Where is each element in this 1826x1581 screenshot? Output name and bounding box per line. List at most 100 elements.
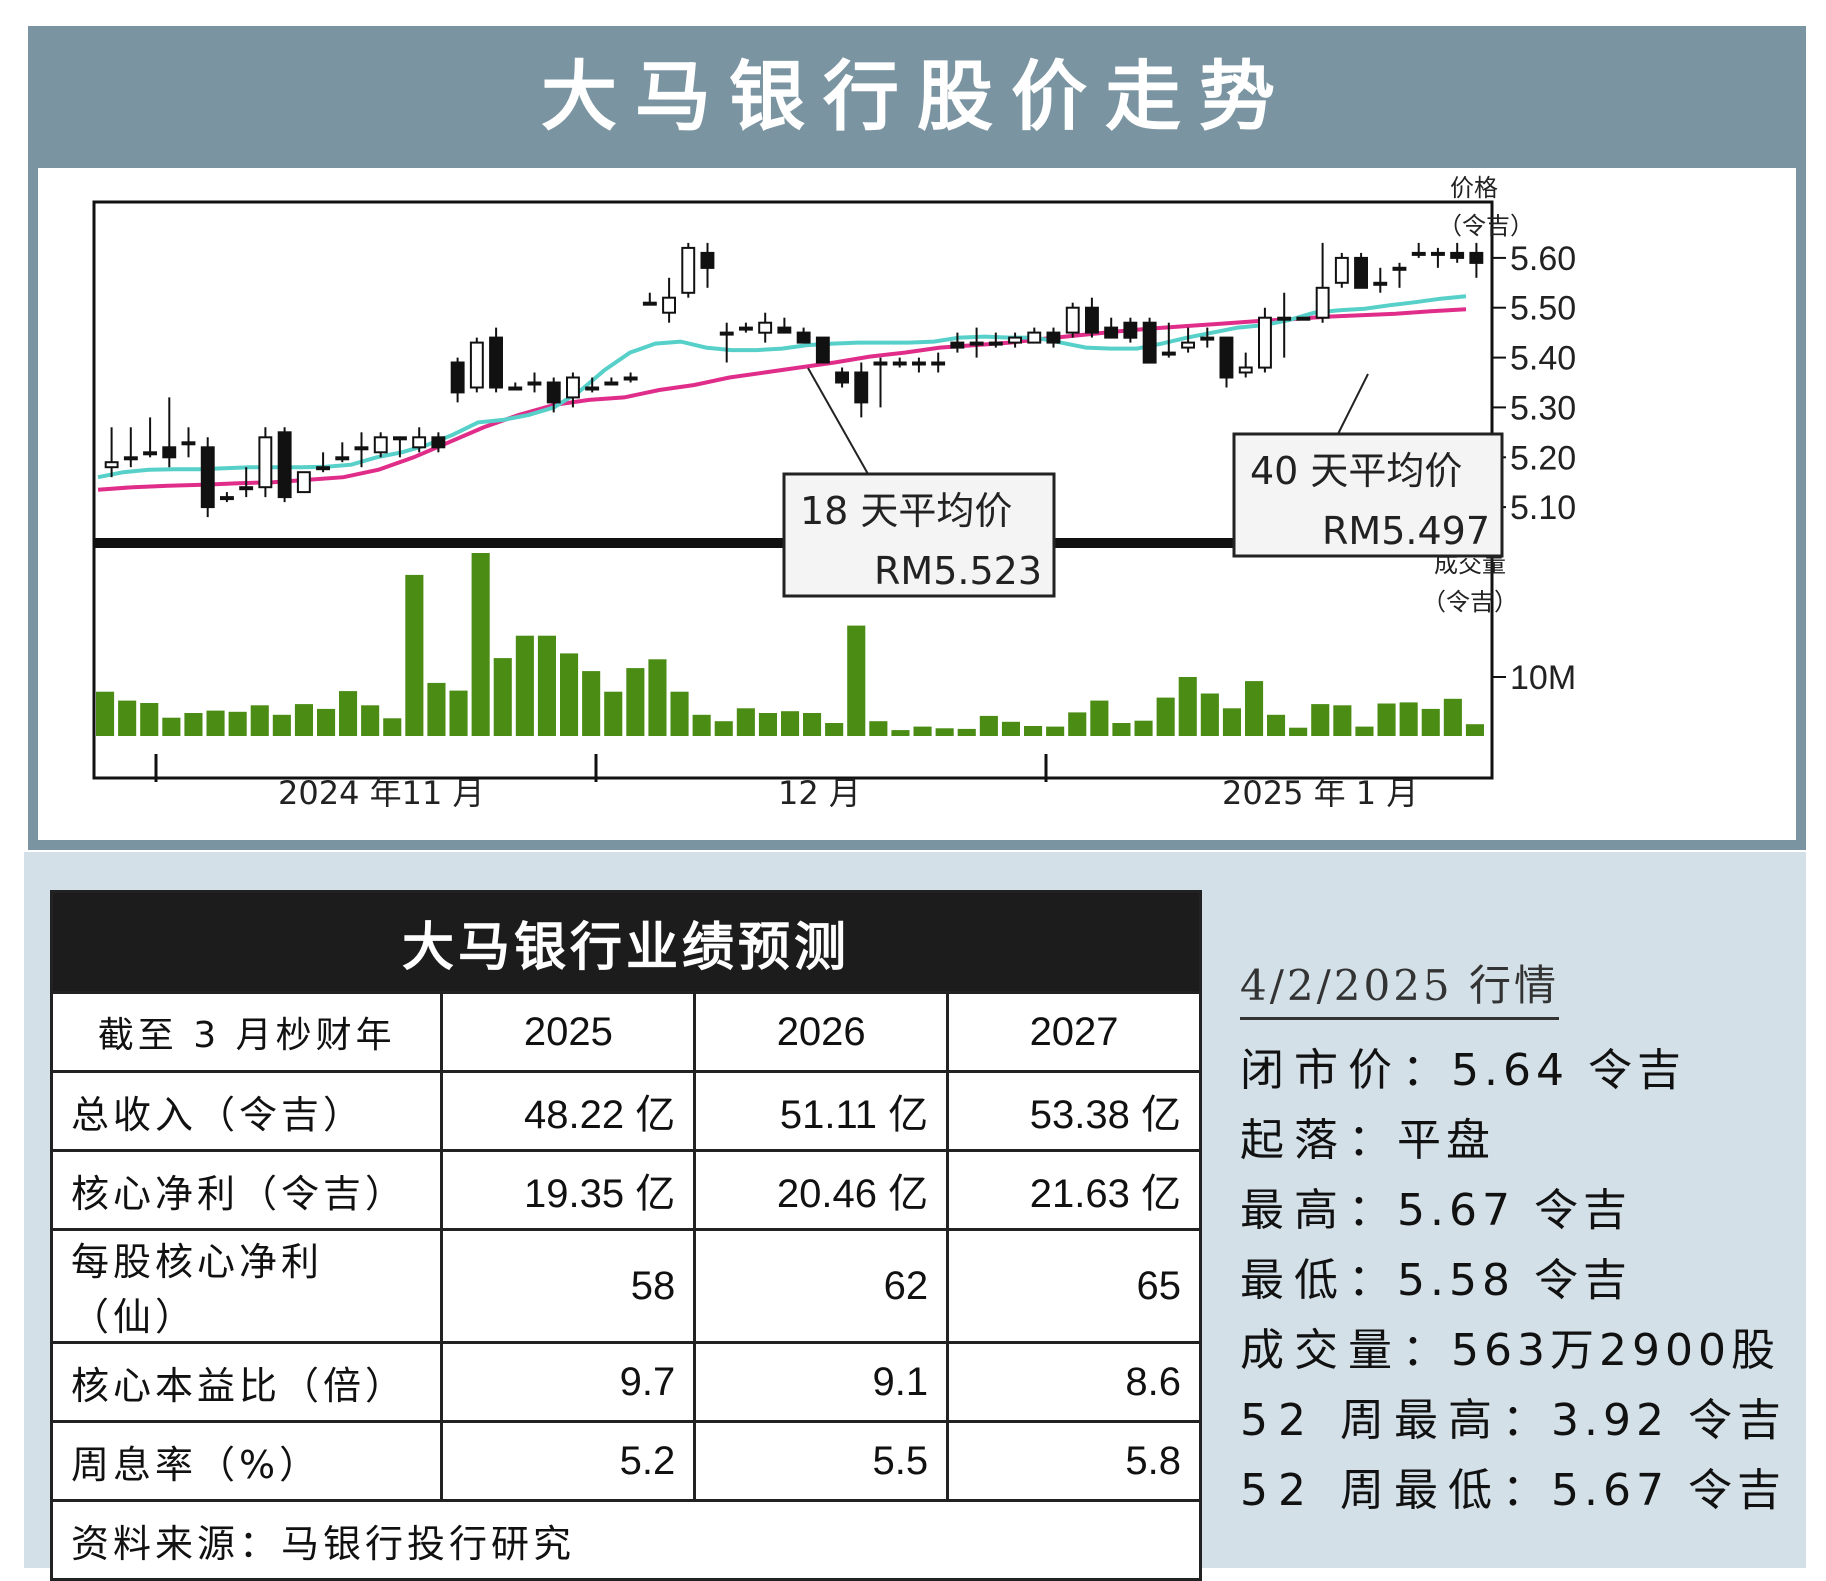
table-cell: 51.11 亿 (693, 1070, 950, 1152)
chart-panel: 大马银行股价走势 5.60 5.50 5.40 5.30 5.20 5.10 价格 （令吉） 1… (28, 26, 1806, 850)
market-line-close: 闭市价：5.64 令吉 (1240, 1045, 1686, 1096)
candle (1085, 297, 1099, 338)
header-2025: 2025 (440, 991, 697, 1073)
price-tick-label: 5.20 (1510, 439, 1576, 477)
candle (220, 492, 234, 503)
ma40-line (97, 307, 1467, 492)
volume-bar (1443, 698, 1462, 736)
volume-bar (1245, 681, 1264, 736)
volume-bar (361, 705, 380, 736)
candle (758, 312, 773, 343)
volume-bar (913, 726, 932, 736)
volume-bar (714, 721, 733, 736)
table-cell: 8.6 (946, 1341, 1202, 1423)
candle-body (1296, 316, 1311, 321)
candle (739, 322, 753, 333)
candle (258, 427, 273, 498)
table-cell: 5.8 (946, 1420, 1202, 1502)
volume-bar (1200, 693, 1219, 736)
forecast-header-row: 截至 3 月杪财年 2025 2026 2027 (49, 991, 1202, 1073)
volume-bar (1024, 726, 1043, 736)
candle-body (258, 436, 273, 489)
volume-bar (1399, 702, 1418, 736)
volume-bar (493, 658, 512, 736)
candle-body (1200, 336, 1215, 341)
candle (873, 357, 888, 408)
volume-bar (206, 710, 225, 736)
volume-bar (781, 711, 800, 736)
candle-body (489, 336, 504, 389)
candle-body (1334, 256, 1349, 284)
volume-bar (1377, 703, 1396, 736)
table-cell: 53.38 亿 (946, 1070, 1202, 1152)
volume-bar (118, 700, 137, 736)
volume-bar (1068, 712, 1087, 736)
candle-body (1123, 321, 1138, 339)
market-line-change: 起落：平盘 (1240, 1115, 1495, 1166)
candle-body (239, 486, 254, 491)
candle-body (316, 466, 331, 471)
volume-bar (736, 708, 755, 736)
candle (489, 327, 504, 393)
table-cell: 58 (440, 1228, 697, 1344)
candle-body (623, 376, 638, 381)
source-note: 资料来源：马银行投行研究 (50, 1499, 1202, 1581)
candle (143, 417, 157, 458)
table-cell: 20.46 亿 (693, 1149, 950, 1231)
forecast-title: 大马银行业绩预测 (51, 891, 1201, 993)
candle-body (815, 336, 830, 364)
candle-body (1027, 331, 1042, 344)
candle (296, 471, 311, 494)
candle (1277, 292, 1292, 358)
table-row: 核心本益比（倍） 9.7 9.1 8.6 (49, 1341, 1202, 1423)
candle (1258, 307, 1272, 373)
candle-body (1431, 251, 1445, 256)
candle-body (1142, 321, 1157, 364)
price-tick-label: 5.40 (1510, 340, 1576, 378)
volume-bar (1112, 723, 1131, 736)
volume-bar (515, 635, 534, 736)
candle (1065, 302, 1080, 338)
month-label: 12 月 (778, 774, 861, 812)
candle-body (1258, 316, 1272, 369)
volume-bar (1001, 721, 1020, 736)
volume-bar (758, 713, 777, 736)
candle (988, 332, 1003, 348)
candle-body (1277, 316, 1292, 321)
volume-bar (869, 721, 888, 736)
table-cell: 48.22 亿 (440, 1070, 697, 1152)
candle-body (1411, 251, 1426, 256)
volume-bar (449, 690, 468, 736)
volume-bar (250, 705, 269, 736)
market-line-52w-high: 52 周最高：3.92 令吉 (1240, 1395, 1786, 1446)
volume-bar (935, 728, 954, 736)
candle-body (931, 361, 946, 366)
volume-bar (1355, 726, 1374, 736)
candle (1008, 332, 1022, 348)
volume-bar (670, 691, 689, 736)
candle-body (988, 341, 1003, 346)
candle-body (431, 436, 446, 449)
candle-body (296, 471, 311, 494)
volume-bar (383, 718, 402, 736)
volume-bar (582, 671, 601, 736)
candle-body (412, 436, 427, 449)
candle-body (796, 331, 811, 344)
candle (835, 367, 849, 388)
volume-bar (294, 704, 313, 736)
candle (412, 427, 427, 453)
callout-pointer (807, 367, 869, 475)
row-label-revenue: 总收入（令吉） (49, 1070, 444, 1152)
candle-body (1219, 336, 1234, 379)
candle (662, 277, 676, 323)
candle (181, 427, 196, 458)
candle (1161, 322, 1176, 358)
candle (931, 352, 946, 373)
candle-body (1354, 256, 1368, 289)
candle (316, 452, 331, 473)
candle (104, 427, 119, 478)
volume-bar (1311, 704, 1330, 736)
volume-bar (471, 553, 490, 736)
callout-pointer (1337, 373, 1369, 435)
volume-bar (626, 668, 645, 736)
